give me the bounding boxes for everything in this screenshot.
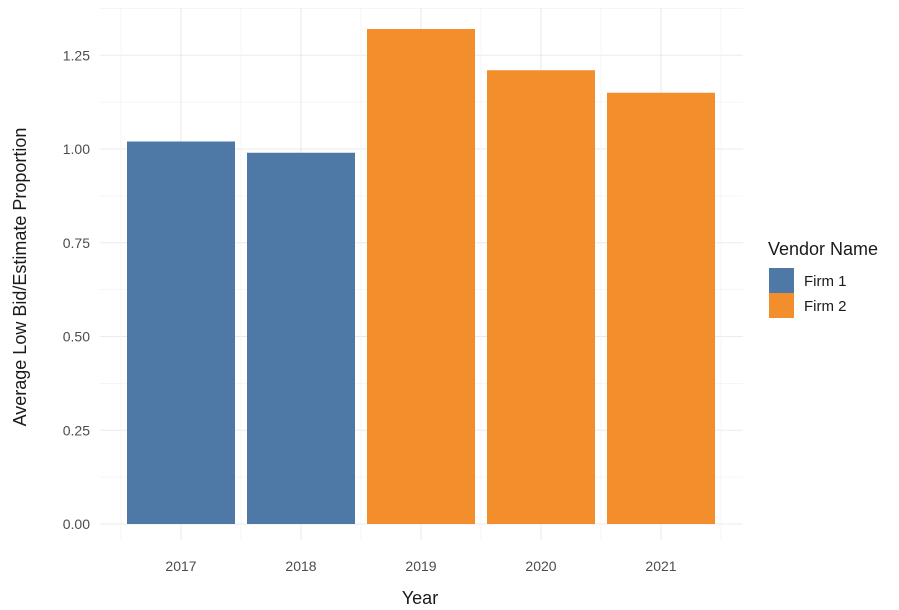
y-tick-label: 1.00 [63,141,90,157]
x-tick-label: 2017 [165,558,196,574]
y-tick-label: 0.75 [63,235,90,251]
bar-2017 [127,141,235,524]
x-tick-label: 2021 [645,558,676,574]
bar-2018 [247,152,355,524]
legend: Vendor Name Firm 1 Firm 2 [768,239,878,318]
x-axis-title: Year [402,588,438,608]
x-tick-label: 2019 [405,558,436,574]
legend-label-firm-2: Firm 2 [804,298,847,315]
y-tick-label: 0.25 [63,422,90,438]
legend-title: Vendor Name [768,239,878,259]
bar-2020 [487,70,595,524]
y-tick-label: 1.25 [63,47,90,63]
bar-layer [127,29,715,524]
bar-2021 [607,92,715,524]
legend-swatch-firm-2 [769,293,794,318]
y-tick-label: 0.50 [63,329,90,345]
x-axis-ticks: 2017 2018 2019 2020 2021 [165,558,676,574]
legend-label-firm-1: Firm 1 [804,273,847,290]
x-tick-label: 2020 [525,558,556,574]
legend-swatch-firm-1 [769,268,794,293]
bar-2019 [367,29,475,524]
y-axis-ticks: 0.00 0.25 0.50 0.75 1.00 1.25 [63,47,90,532]
y-axis-title: Average Low Bid/Estimate Proportion [10,128,30,427]
x-tick-label: 2018 [285,558,316,574]
y-tick-label: 0.00 [63,516,90,532]
